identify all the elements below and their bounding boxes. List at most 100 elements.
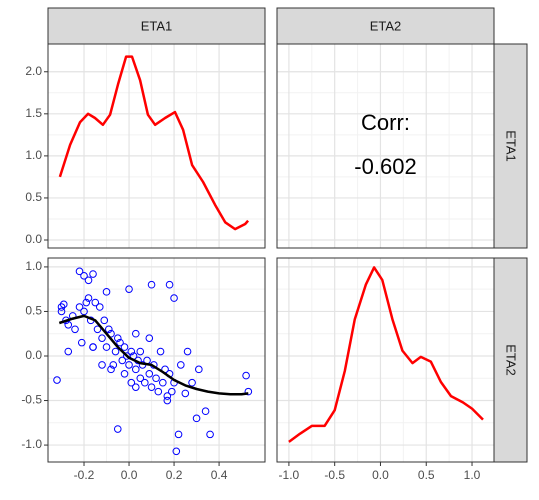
scatter-point [100, 316, 109, 325]
scatter-point [242, 371, 250, 380]
y-tick-label: -0.5 [21, 393, 42, 407]
scatter-point [152, 374, 160, 383]
scatter-point [163, 396, 172, 405]
x-tick-label: -1.0 [279, 468, 300, 482]
panel-background [48, 44, 265, 248]
y-tick-label: 0.0 [25, 232, 42, 246]
density-line [288, 266, 484, 443]
scatter-point [172, 447, 181, 456]
x-tick-label: 0.4 [211, 468, 228, 482]
panel-border [47, 257, 266, 463]
scatter-point [163, 392, 172, 400]
x-tick-label: 0.0 [372, 468, 389, 482]
x-tick-label: -0.2 [74, 468, 95, 482]
scatter-point [104, 325, 113, 334]
scatter-point [89, 343, 97, 351]
x-tick-label: 0.5 [418, 468, 435, 482]
scatter-point [177, 361, 185, 369]
smooth-line [58, 314, 249, 396]
scatter-point [154, 387, 163, 396]
scatter-point [127, 347, 136, 356]
scatter-point [95, 303, 104, 311]
scatter-point [57, 303, 66, 311]
scatter-point [125, 285, 133, 293]
scatter-point [127, 378, 136, 387]
scatter-point [57, 307, 66, 316]
scatter-point [147, 383, 156, 391]
scatter-point [84, 294, 93, 302]
scatter-point [201, 407, 210, 416]
panel-background [277, 44, 494, 248]
x-tick-label: -0.5 [324, 468, 345, 482]
y-tick-label: 0.5 [25, 190, 42, 204]
x-tick-label: 1.0 [464, 468, 481, 482]
scatter-point [170, 294, 178, 302]
x-tick-label: 0.2 [166, 468, 183, 482]
scatter-point [113, 425, 122, 433]
scatter-point [53, 376, 61, 384]
scatter-point [91, 298, 100, 307]
corr-value: -0.602 [354, 154, 416, 179]
scatter-point [145, 334, 154, 342]
row-strip-label: ETA1 [504, 130, 519, 162]
scatter-point [98, 334, 106, 342]
y-tick-label: 0.5 [25, 304, 42, 318]
column-strip [47, 7, 266, 45]
y-tick-label: 1.5 [25, 106, 42, 120]
scatter-point [131, 383, 140, 391]
scatter-point [84, 276, 93, 285]
scatter-point [244, 387, 253, 396]
column-strip [276, 7, 495, 45]
scatter-point [64, 347, 73, 356]
scatter-point [174, 430, 183, 439]
column-strip-label: ETA1 [141, 18, 173, 33]
scatter-point [113, 334, 122, 342]
scatter-point [102, 288, 111, 296]
scatter-point [71, 325, 79, 334]
scatter-point [136, 374, 145, 383]
scatter-point [89, 270, 97, 278]
column-strip-label: ETA2 [370, 18, 402, 33]
scatter-point [181, 389, 190, 398]
scatter-point [159, 378, 167, 387]
scatter-point [75, 303, 84, 311]
scatter-point [64, 321, 73, 329]
scatter-point [165, 280, 174, 289]
scatter-point [111, 347, 120, 356]
scatter-point [107, 365, 115, 374]
scatter-point [192, 414, 201, 423]
scatter-point [206, 430, 214, 439]
scatter-point [120, 343, 129, 351]
scatter-point [59, 300, 68, 309]
scatter-point [118, 356, 127, 365]
scatter-point [183, 347, 192, 356]
scatter-point [98, 361, 106, 369]
row-strip [493, 43, 528, 249]
scatter-point [145, 370, 154, 378]
x-tick-label: 0.0 [121, 468, 138, 482]
scatter-point [131, 329, 140, 338]
scatter-point [168, 387, 176, 396]
density-line [58, 55, 250, 231]
scatter-point [116, 338, 124, 347]
scatter-point [93, 325, 102, 334]
scatter-point [102, 343, 111, 351]
scatter-point [120, 370, 129, 378]
scatter-point [82, 298, 91, 307]
scatter-point [188, 378, 196, 387]
y-tick-label: -1.0 [21, 437, 42, 451]
scatter-point [77, 338, 86, 347]
row-strip-label: ETA2 [504, 344, 519, 376]
corr-label: Corr: [361, 110, 410, 135]
y-tick-label: 2.0 [25, 64, 42, 78]
panel-border [47, 43, 266, 249]
scatter-point [147, 280, 156, 289]
row-strip [493, 257, 528, 463]
scatter-point [136, 347, 145, 356]
scatter-point [125, 361, 133, 369]
scatter-point [80, 272, 88, 280]
y-tick-label: 1.0 [25, 259, 42, 273]
panel-border [276, 257, 495, 463]
